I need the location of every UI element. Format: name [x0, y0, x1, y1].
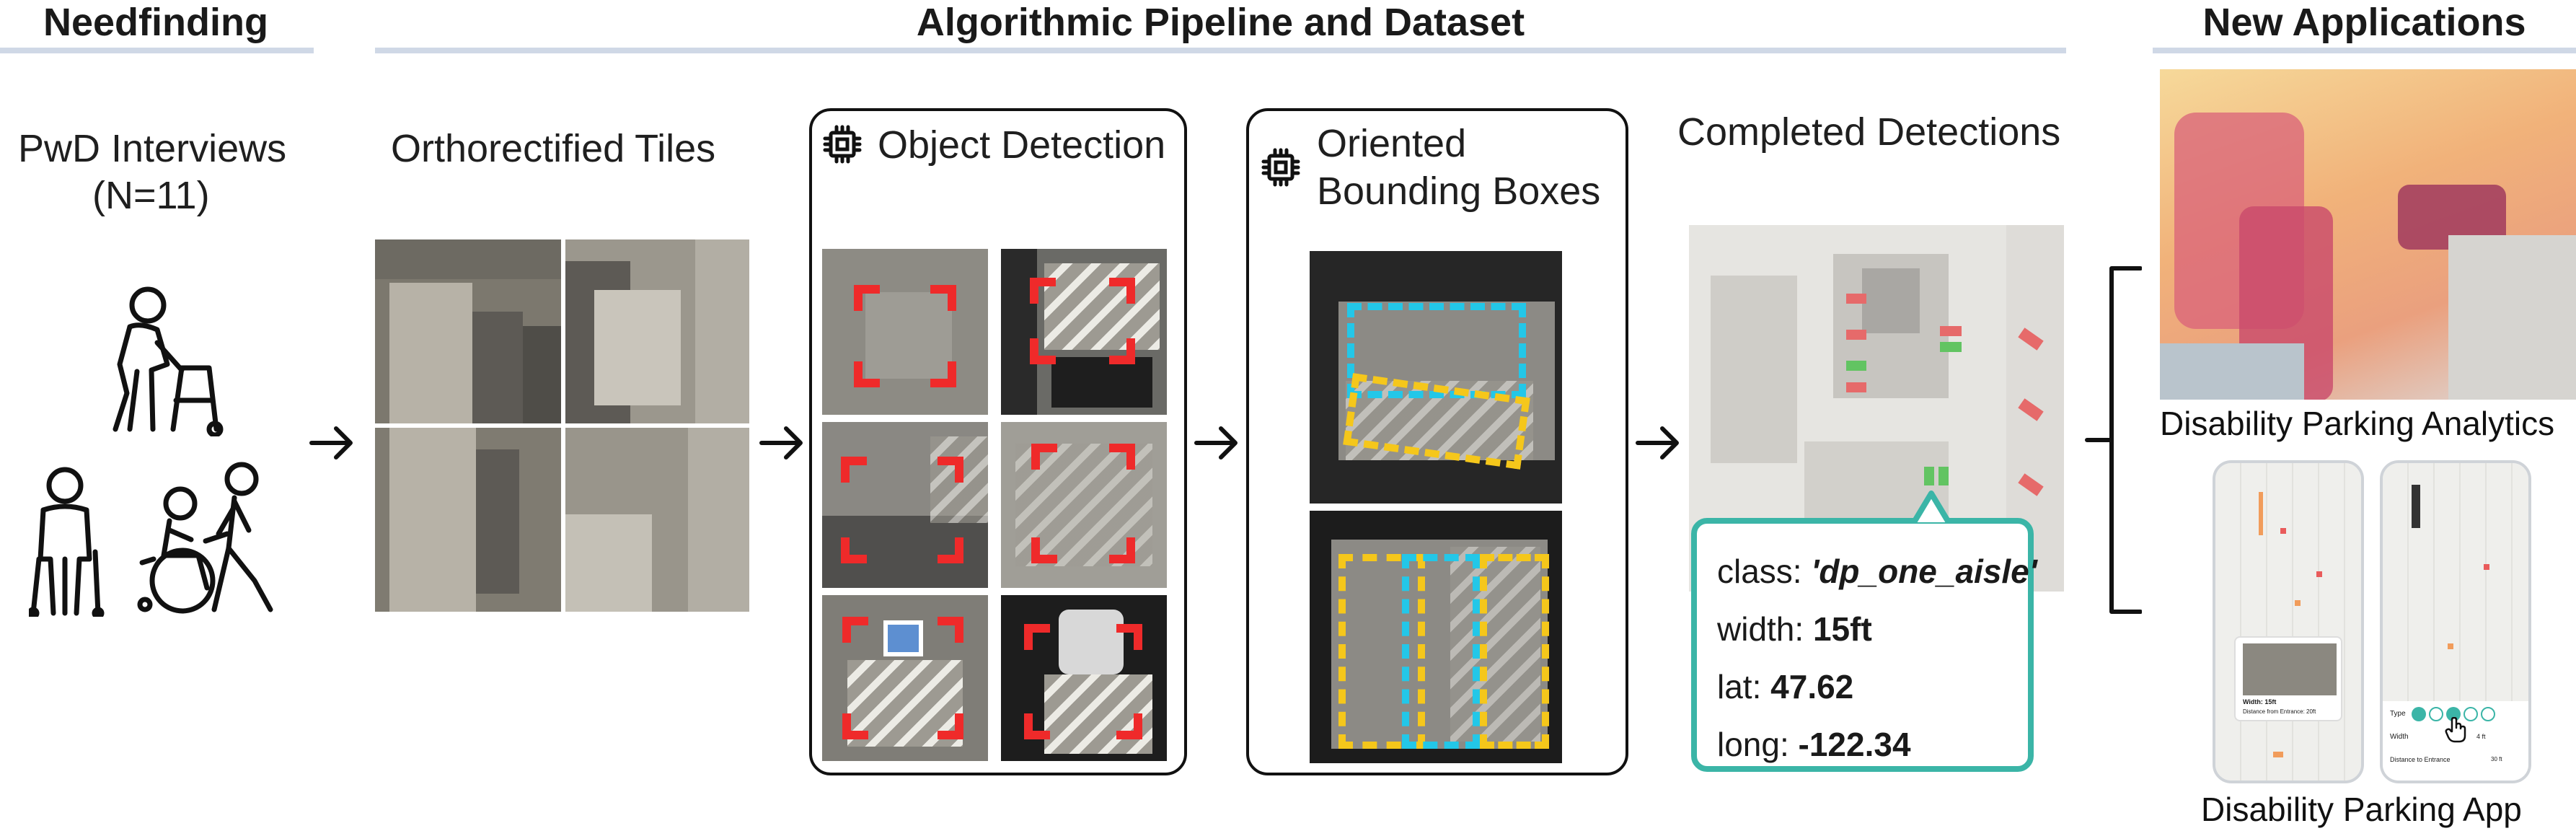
app-filter-chip[interactable]: [2412, 707, 2426, 721]
arrow-right-icon: [759, 424, 805, 462]
oriented-boxes-title-line1: Oriented: [1317, 120, 1466, 167]
oriented-boxes-title-line2: Bounding Boxes: [1317, 167, 1600, 215]
hand-cursor-icon: [2445, 717, 2466, 743]
app-filter-width-label: Width: [2390, 733, 2409, 741]
detection-tile-4: [1001, 422, 1167, 588]
section-rule-applications: [2153, 48, 2576, 53]
detection-mark-green: [1940, 342, 1962, 352]
app-filter-type-label: Type: [2390, 710, 2406, 718]
info-class-value: 'dp_one_aisle': [1811, 553, 2037, 590]
aerial-tile-top-left: [375, 239, 561, 423]
section-rule-pipeline: [375, 48, 2066, 53]
app-caption: Disability Parking App: [2201, 790, 2522, 829]
object-detection-title: Object Detection: [878, 121, 1165, 169]
chip-icon: [822, 124, 863, 164]
aerial-tile-bottom-right: [565, 428, 749, 612]
detection-mark-red: [1940, 326, 1962, 336]
detection-tile-5: [822, 595, 988, 761]
arrow-right-icon: [1194, 424, 1240, 462]
detection-mark-green: [1924, 467, 1934, 485]
app-filter-distance-label: Distance to Entrance: [2390, 756, 2451, 763]
aerial-tile-bottom-left: [375, 428, 561, 612]
walker-person-icon: [101, 285, 224, 436]
detection-mark-green: [1938, 467, 1949, 485]
app-screen-filters: Type Width 4 ft Distance to Entrance 30 …: [2380, 460, 2531, 783]
info-row-width: width: 15ft: [1717, 600, 2008, 658]
analytics-heatmap: [2160, 69, 2576, 400]
section-rule-needfinding: [0, 48, 314, 53]
detection-mark-green: [1846, 361, 1866, 371]
tiles-title: Orthorectified Tiles: [391, 125, 715, 172]
arrow-right-icon: [1635, 424, 1681, 462]
info-row-lat: lat: 47.62: [1717, 658, 2008, 716]
detection-mark-red: [1846, 330, 1866, 340]
detection-mark-red: [1846, 382, 1866, 392]
detection-tile-2: [1001, 249, 1167, 415]
arrow-right-icon: [309, 424, 355, 462]
detection-info-card: class: 'dp_one_aisle' width: 15ft lat: 4…: [1691, 518, 2034, 772]
info-lat-value: 47.62: [1770, 668, 1853, 705]
interviews-title-line1: PwD Interviews: [18, 125, 286, 172]
analytics-caption: Disability Parking Analytics: [2160, 404, 2554, 443]
interviews-title-line2: (N=11): [92, 172, 210, 219]
info-long-value: -122.34: [1799, 726, 1911, 763]
app-filter-width-value[interactable]: 4 ft: [2476, 733, 2486, 740]
bracket-icon: [2084, 265, 2142, 615]
app-screen-map-view: Width: 15ft Distance from Entrance: 20ft: [2213, 460, 2364, 783]
app-filter-chip[interactable]: [2481, 707, 2495, 721]
app-filter-distance-value[interactable]: 30 ft: [2491, 756, 2502, 762]
detection-tile-6: [1001, 595, 1167, 761]
detection-tile-1: [822, 249, 988, 415]
section-title-applications: New Applications: [2153, 0, 2576, 48]
aerial-tile-top-right: [565, 239, 749, 423]
obb-tile-top: [1310, 251, 1562, 504]
chip-icon: [1261, 147, 1301, 188]
obb-tile-bottom: [1310, 511, 1562, 763]
section-title-pipeline: Algorithmic Pipeline and Dataset: [375, 0, 2066, 48]
app-filter-chip[interactable]: [2429, 707, 2443, 721]
section-title-needfinding: Needfinding: [0, 0, 312, 48]
info-width-value: 15ft: [1813, 610, 1872, 648]
wheelchair-assist-icon: [126, 462, 292, 617]
info-card-pointer: [1913, 489, 1950, 524]
crutch-person-icon: [29, 465, 108, 617]
info-row-class: class: 'dp_one_aisle': [1717, 542, 2008, 600]
app-card-distance: Distance from Entrance: 20ft: [2243, 708, 2316, 715]
app-card-width: Width: 15ft: [2243, 698, 2276, 705]
app-parking-card[interactable]: Width: 15ft Distance from Entrance: 20ft: [2234, 636, 2342, 721]
detection-tile-3: [822, 422, 988, 588]
completed-detections-title: Completed Detections: [1677, 108, 2060, 156]
detection-mark-red: [1846, 294, 1866, 304]
info-row-long: long: -122.34: [1717, 716, 2008, 773]
